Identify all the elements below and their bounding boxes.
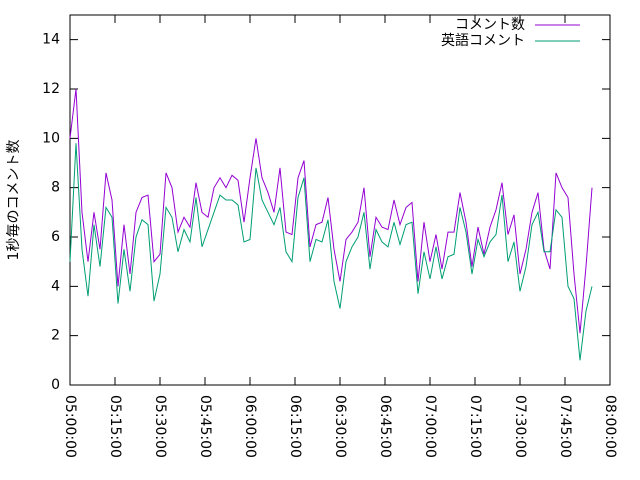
legend-label: 英語コメント [441,32,525,49]
x-tick-label: 06:30:00 [332,395,348,458]
y-tick-label: 2 [51,328,60,344]
y-tick-label: 14 [42,32,60,48]
plot-border [69,14,611,386]
y-tick-label: 8 [51,180,60,196]
x-tick-label: 05:30:00 [152,395,168,458]
y-tick-label: 6 [51,229,60,245]
x-tick-label: 06:00:00 [242,395,258,458]
series-line [69,88,593,334]
y-tick-label: 4 [51,278,60,294]
x-tick-label: 05:45:00 [197,395,213,458]
x-tick-label: 06:15:00 [287,395,303,458]
x-tick-label: 07:45:00 [557,395,573,458]
y-tick-label: 12 [42,81,60,97]
x-tick-label: 06:45:00 [377,395,393,458]
x-tick-label: 05:15:00 [107,395,123,458]
legend-label: コメント数 [455,17,525,33]
x-tick-label: 07:15:00 [467,395,483,458]
y-axis-label: 1秒毎のコメント数 [6,140,22,261]
y-tick-label: 0 [51,377,60,393]
y-tick-label: 10 [42,130,60,146]
x-tick-label: 07:00:00 [422,395,438,458]
x-tick-label: 07:30:00 [512,395,528,458]
x-tick-label: 05:00:00 [62,395,78,458]
series-line [69,143,593,361]
x-tick-label: 08:00:00 [602,395,618,458]
